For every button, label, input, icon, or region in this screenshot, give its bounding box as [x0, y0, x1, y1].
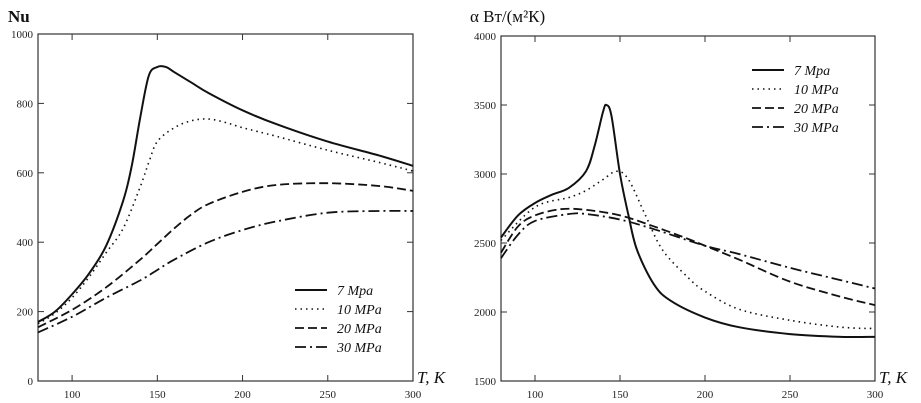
series-line-2 — [500, 170, 876, 330]
y-tick-label: 3500 — [474, 100, 497, 112]
y-tick-label: 2000 — [474, 307, 497, 319]
legend-label: 30 MPa — [793, 121, 839, 136]
series-line-3 — [37, 182, 414, 329]
series-line-1 — [500, 103, 876, 339]
y-tick-label: 2500 — [474, 238, 497, 250]
x-tick-label: 200 — [697, 389, 714, 401]
chart-1: 100 150 200 250 300 0 200 400 600 800 1000 Nu T, K 7 … — [8, 7, 447, 401]
series-line-1 — [37, 65, 414, 323]
series-line-3 — [500, 207, 876, 306]
plot-frame — [500, 35, 876, 382]
legend-label: 10 MPa — [337, 303, 382, 318]
y-tick-label: 600 — [17, 168, 34, 180]
x-tick-label: 100 — [527, 389, 544, 401]
y-tick-label: 1500 — [474, 376, 497, 388]
x-axis-label: T, K — [879, 368, 909, 387]
legend-label: 7 Mpa — [337, 284, 373, 299]
chart-2: 100 150 200 250 300 1500 2000 2500 3000 3500 4000 α… — [470, 7, 909, 401]
y-tick-label: 400 — [17, 237, 34, 249]
legend-label: 10 MPa — [794, 83, 839, 98]
plot-frame — [37, 33, 414, 382]
y-tick-label: 4000 — [474, 31, 497, 43]
x-tick-label: 200 — [234, 389, 251, 401]
x-tick-label: 300 — [867, 389, 884, 401]
series-line-4 — [37, 209, 414, 334]
x-tick-label: 300 — [405, 389, 422, 401]
legend-label: 7 Mpa — [794, 64, 830, 79]
y-tick-label: 3000 — [474, 169, 497, 181]
legend-label: 30 MPa — [336, 341, 382, 356]
y-axis-label: α Вт/(м²К) — [470, 7, 545, 26]
x-tick-label: 100 — [64, 389, 81, 401]
x-axis-label: T, K — [417, 368, 447, 387]
legend-label: 20 MPa — [794, 102, 839, 117]
x-tick-label: 150 — [149, 389, 166, 401]
y-axis-label: Nu — [8, 7, 30, 26]
legend-label: 20 MPa — [337, 322, 382, 337]
y-tick-label: 200 — [17, 307, 34, 319]
x-tick-label: 250 — [320, 389, 337, 401]
y-tick-label: 0 — [28, 376, 34, 388]
y-tick-label: 1000 — [11, 29, 34, 41]
x-tick-label: 150 — [612, 389, 629, 401]
x-tick-label: 250 — [782, 389, 799, 401]
y-tick-label: 800 — [17, 98, 34, 110]
series-line-4 — [500, 212, 876, 290]
